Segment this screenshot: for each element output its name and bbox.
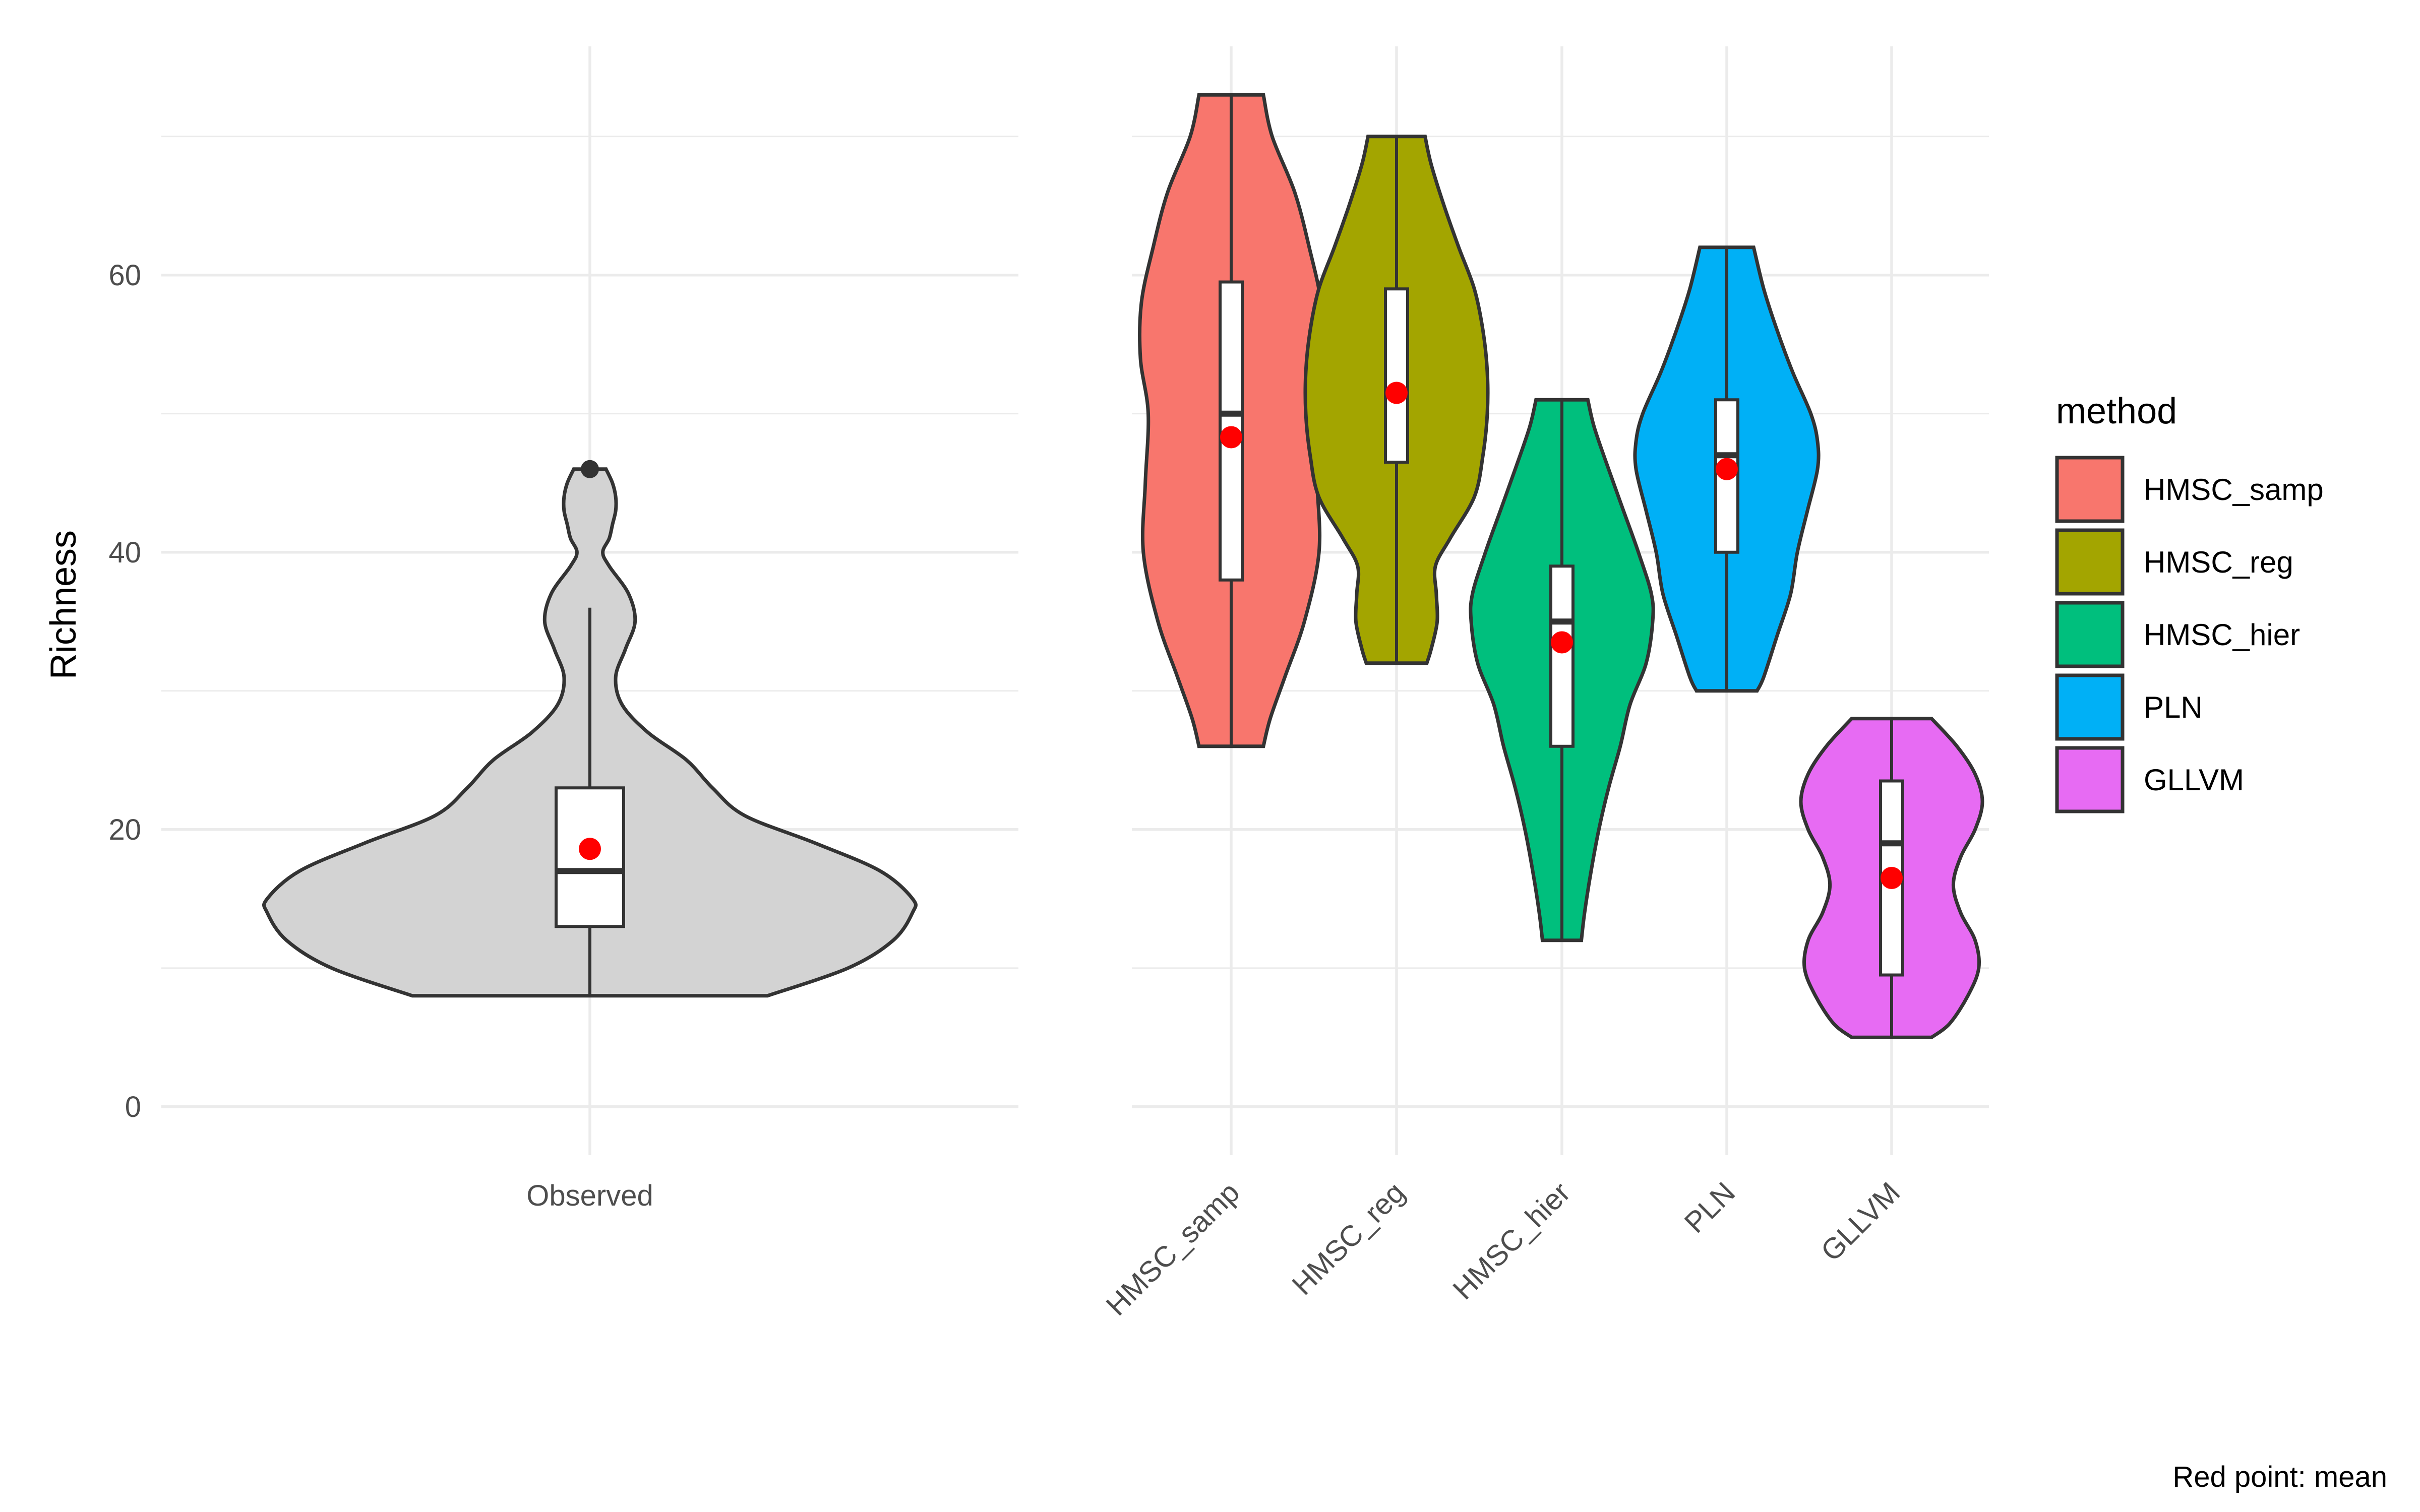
legend-title: method <box>2056 391 2177 431</box>
legend-label: HMSC_samp <box>2144 473 2324 507</box>
mean-point <box>579 838 601 860</box>
mean-point <box>1716 458 1738 480</box>
left-panel-marks <box>262 460 918 998</box>
y-axis-title: Richness <box>43 530 84 679</box>
legend-swatch <box>2055 601 2125 668</box>
mean-point <box>1551 631 1573 654</box>
legend-label: PLN <box>2144 690 2203 724</box>
legend-swatch <box>2055 528 2125 596</box>
legend-swatch <box>2055 746 2125 813</box>
mean-point <box>1220 426 1242 449</box>
legend-swatch <box>2055 673 2125 741</box>
box-iqr <box>1384 287 1409 464</box>
y-tick-label: 40 <box>108 536 141 569</box>
legend-label: HMSC_reg <box>2144 545 2293 579</box>
y-tick-label: 20 <box>108 813 141 846</box>
mean-point <box>1881 867 1903 889</box>
caption: Red point: mean <box>2172 1461 2387 1493</box>
outlier-point <box>581 460 599 478</box>
mean-point <box>1385 382 1408 404</box>
y-tick-label: 0 <box>125 1091 141 1123</box>
legend-swatch <box>2055 456 2125 523</box>
x-tick-label: Observed <box>526 1179 653 1212</box>
right-panel-marks <box>1137 93 1984 1039</box>
legend-label: HMSC_hier <box>2144 618 2300 652</box>
legend: method HMSC_samp HMSC_reg HMSC_hier PLN GLLV… <box>2055 391 2324 813</box>
y-tick-label: 60 <box>108 259 141 292</box>
box-iqr <box>1549 564 1575 748</box>
legend-label: GLLVM <box>2144 763 2244 797</box>
